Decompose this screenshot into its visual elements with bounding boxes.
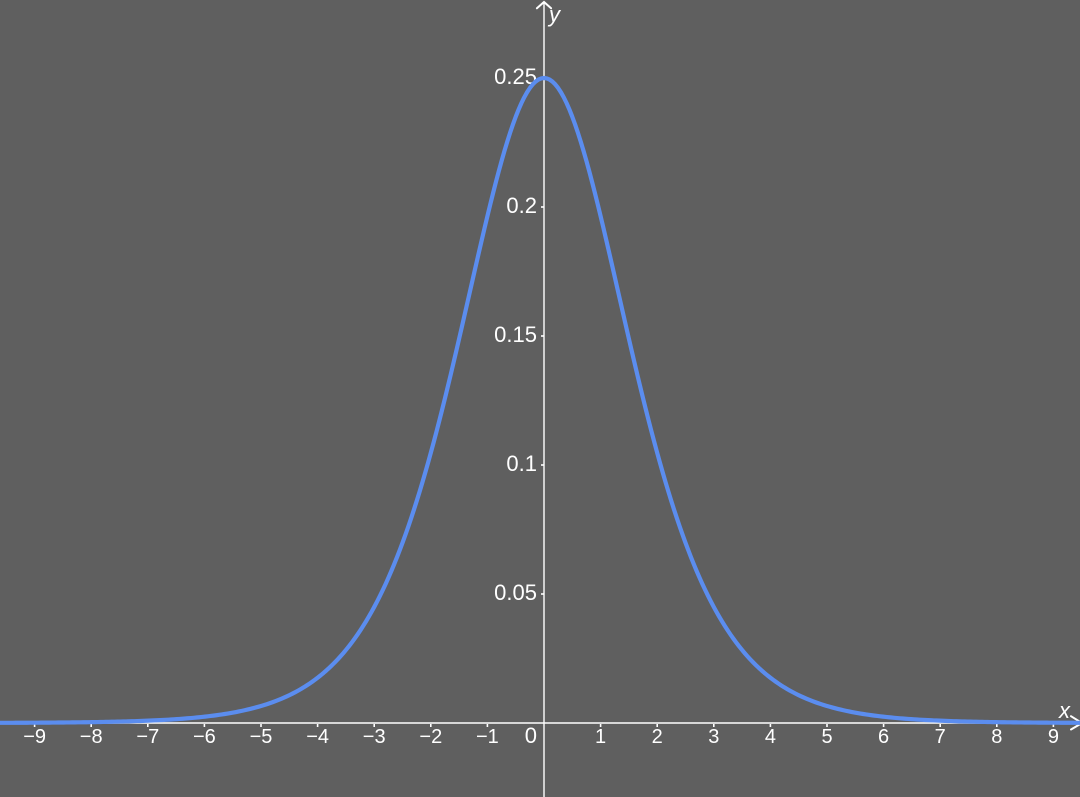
svg-text:−1: −1 — [476, 726, 499, 748]
svg-text:4: 4 — [765, 726, 776, 748]
svg-text:7: 7 — [935, 726, 946, 748]
svg-text:y: y — [547, 2, 562, 27]
svg-text:6: 6 — [878, 726, 889, 748]
svg-text:8: 8 — [991, 726, 1002, 748]
svg-text:−4: −4 — [306, 726, 329, 748]
svg-text:2: 2 — [652, 726, 663, 748]
svg-text:0.2: 0.2 — [506, 193, 537, 218]
svg-text:9: 9 — [1048, 726, 1059, 748]
svg-text:−9: −9 — [23, 726, 46, 748]
svg-text:−6: −6 — [193, 726, 216, 748]
svg-text:1: 1 — [595, 726, 606, 748]
svg-text:−3: −3 — [363, 726, 386, 748]
svg-text:5: 5 — [821, 726, 832, 748]
svg-text:−5: −5 — [250, 726, 273, 748]
svg-text:−2: −2 — [419, 726, 442, 748]
svg-text:0: 0 — [525, 723, 537, 748]
svg-text:3: 3 — [708, 726, 719, 748]
svg-text:0.1: 0.1 — [506, 451, 537, 476]
svg-text:x: x — [1058, 698, 1071, 723]
svg-text:0.15: 0.15 — [494, 322, 537, 347]
svg-text:−8: −8 — [80, 726, 103, 748]
svg-text:0.05: 0.05 — [494, 580, 537, 605]
svg-text:−7: −7 — [136, 726, 159, 748]
